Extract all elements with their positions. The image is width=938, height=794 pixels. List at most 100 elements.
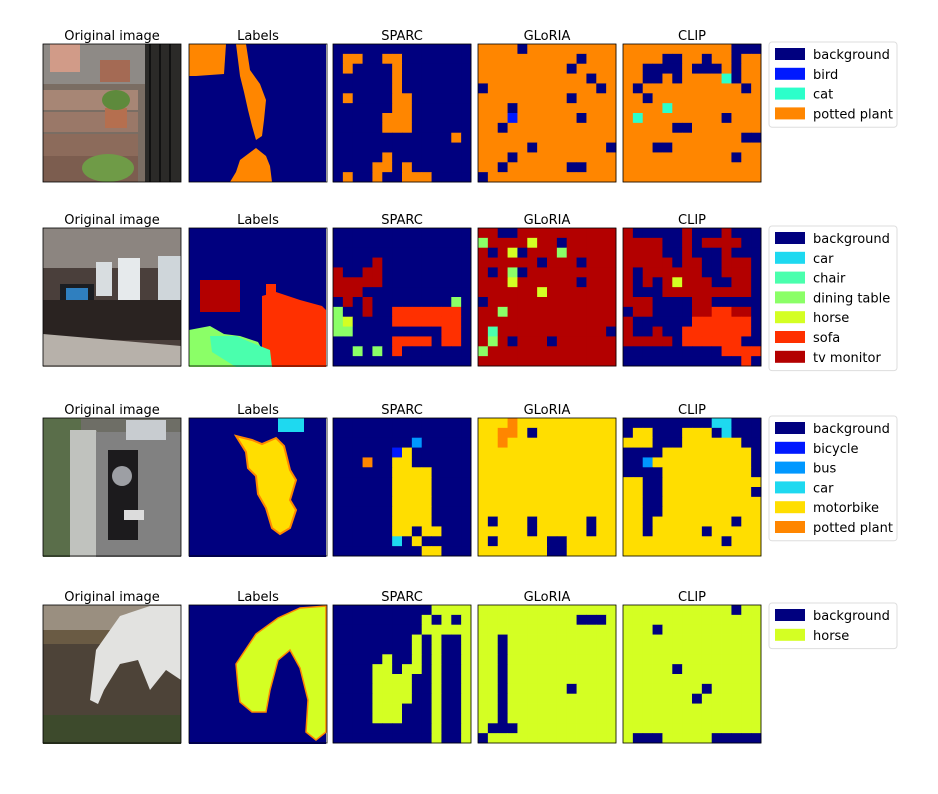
- grid-cell: [566, 654, 577, 665]
- grid-cell: [342, 487, 354, 498]
- grid-cell: [652, 477, 663, 488]
- grid-cell: [632, 73, 644, 84]
- grid-cell: [701, 83, 713, 94]
- grid-cell: [451, 44, 462, 55]
- grid-cell: [547, 44, 558, 55]
- grid-cell: [497, 713, 508, 724]
- grid-cell: [478, 152, 489, 163]
- grid-cell: [392, 44, 403, 55]
- grid-cell: [431, 267, 442, 278]
- grid-cell: [632, 614, 644, 626]
- grid-cell: [507, 644, 518, 655]
- grid-cell: [741, 162, 752, 173]
- legend-label: bicycle: [813, 442, 858, 457]
- grid-cell: [431, 674, 442, 685]
- grid-cell: [711, 228, 722, 239]
- grid-cell: [402, 356, 413, 367]
- grid-cell: [478, 437, 489, 448]
- grid-cell: [461, 693, 472, 704]
- grid-cell: [692, 287, 703, 298]
- grid-cell: [372, 346, 383, 357]
- grid-cell: [586, 733, 597, 744]
- grid-cell: [566, 237, 577, 249]
- grid-cell: [411, 496, 423, 508]
- grid-cell: [411, 546, 423, 557]
- grid-cell: [372, 103, 383, 114]
- grid-cell: [411, 63, 423, 74]
- grid-cell: [682, 44, 693, 55]
- grid-cell: [701, 723, 713, 734]
- grid-cell: [362, 152, 373, 163]
- grid-cell: [352, 316, 363, 327]
- grid-cell: [497, 267, 508, 278]
- grid-cell: [372, 654, 383, 665]
- grid-cell: [721, 152, 732, 163]
- grid-cell: [632, 257, 644, 268]
- grid-cell: [333, 113, 344, 124]
- grid-cell: [487, 228, 499, 239]
- grid-cell: [672, 277, 683, 288]
- grid-cell: [451, 326, 462, 337]
- grid-cell: [507, 683, 518, 695]
- grid-cell: [507, 152, 518, 163]
- grid-cell: [556, 83, 568, 94]
- grid-cell: [662, 664, 673, 675]
- grid-cell: [692, 53, 703, 65]
- grid-cell: [362, 297, 373, 308]
- grid-cell: [632, 496, 644, 508]
- grid-cell: [586, 516, 597, 527]
- grid-cell: [392, 63, 403, 74]
- grid-cell: [576, 477, 587, 488]
- grid-cell: [478, 103, 489, 114]
- grid-cell: [682, 237, 693, 249]
- grid-cell: [566, 674, 577, 685]
- grid-cell: [642, 172, 653, 183]
- grid-cell: [556, 228, 568, 239]
- grid-cell: [576, 103, 587, 114]
- grid-cell: [362, 247, 373, 258]
- grid-cell: [751, 674, 762, 685]
- grid-cell: [333, 356, 344, 367]
- grid-cell: [556, 605, 568, 616]
- grid-cell: [362, 634, 373, 645]
- grid-cell: [342, 326, 354, 337]
- grid-cell: [411, 122, 423, 134]
- grid-cell: [487, 162, 499, 173]
- grid-cell: [701, 316, 713, 327]
- grid-cell: [451, 516, 462, 527]
- grid-cell: [623, 447, 634, 458]
- grid-cell: [342, 674, 354, 685]
- grid-cell: [566, 546, 577, 557]
- grid-cell: [478, 172, 489, 183]
- grid-cell: [692, 605, 703, 616]
- grid-cell: [411, 316, 423, 327]
- grid-cell: [652, 614, 663, 626]
- grid-cell: [623, 516, 634, 527]
- grid-cell: [421, 267, 432, 278]
- grid-cell: [741, 447, 752, 458]
- grid-cell: [431, 326, 442, 337]
- grid-cell: [507, 237, 518, 249]
- grid-cell: [487, 605, 499, 616]
- grid-cell: [392, 467, 403, 478]
- gloria-grid: [477, 417, 617, 557]
- grid-cell: [333, 83, 344, 94]
- grid-cell: [537, 526, 548, 537]
- grid-cell: [362, 237, 373, 249]
- grid-cell: [362, 723, 373, 734]
- labels-mask-2: [189, 228, 326, 367]
- grid-cell: [451, 723, 462, 734]
- grid-cell: [517, 162, 528, 173]
- legend-swatch: [775, 331, 805, 343]
- grid-cell: [411, 516, 423, 527]
- legend-label: background: [813, 232, 890, 247]
- grid-cell: [527, 152, 538, 163]
- grid-cell: [662, 53, 673, 65]
- grid-cell: [352, 733, 363, 744]
- grid-cell: [537, 536, 548, 547]
- grid-cell: [692, 277, 703, 288]
- grid-cell: [547, 297, 558, 308]
- grid-cell: [411, 605, 423, 616]
- grid-cell: [537, 644, 548, 655]
